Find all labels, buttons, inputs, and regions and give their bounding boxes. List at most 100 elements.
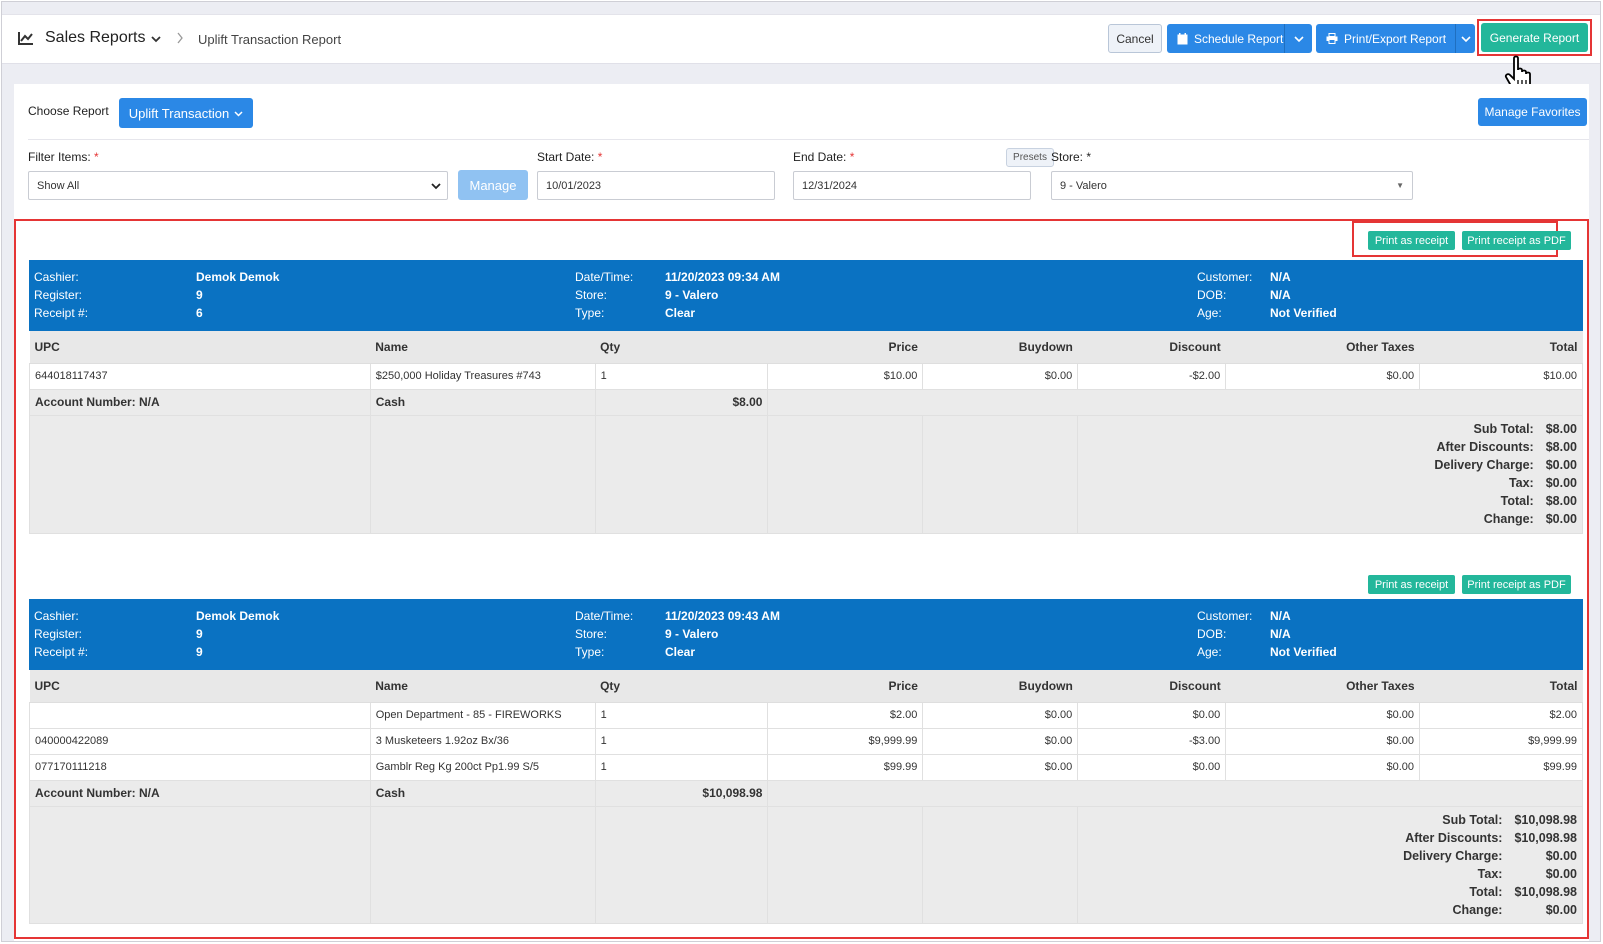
table-row: 077170111218 Gamblr Reg Kg 200ct Pp1.99 … xyxy=(29,753,1583,781)
col-header: Other Taxes xyxy=(1225,331,1420,364)
tax-value: $0.00 xyxy=(1545,866,1577,881)
upc-cell: 040000422089 xyxy=(29,727,371,755)
print-export-button[interactable]: Print/Export Report xyxy=(1316,24,1455,53)
col-header: Price xyxy=(767,331,923,364)
register-value: 9 xyxy=(196,627,203,641)
price-cell: $10.00 xyxy=(767,362,924,390)
cancel-button[interactable]: Cancel xyxy=(1108,24,1162,53)
store-label: Store: xyxy=(575,288,608,302)
after-discounts-value: $10,098.98 xyxy=(1514,830,1577,845)
discount-cell: -$3.00 xyxy=(1077,727,1227,755)
presets-button[interactable]: Presets xyxy=(1006,148,1054,167)
receipt-header-values-3: N/A N/A Not Verified xyxy=(1270,268,1337,322)
payment-method-cell: Cash xyxy=(369,779,596,807)
summary-cell xyxy=(767,805,924,924)
name-cell: $250,000 Holiday Treasures #743 xyxy=(369,362,596,390)
cashier-label: Cashier: xyxy=(34,609,79,623)
print-export-label: Print/Export Report xyxy=(1344,31,1447,46)
account-number-cell: Account Number: N/A xyxy=(29,388,371,416)
age-label: Age: xyxy=(1197,645,1222,659)
col-header: Other Taxes xyxy=(1225,670,1420,703)
receipt-card: Cashier: Register: Receipt #: Demok Demo… xyxy=(29,260,1583,534)
type-value: Clear xyxy=(665,645,696,659)
breadcrumb-current: Uplift Transaction Report xyxy=(198,32,342,47)
customer-label: Customer: xyxy=(1197,270,1253,284)
total-label: Total: xyxy=(1500,493,1534,508)
breadcrumb-separator-icon xyxy=(177,32,183,44)
col-header: Qty xyxy=(595,670,768,703)
after-discounts-label: After Discounts: xyxy=(1405,830,1503,845)
totals-cell: Sub Total: $8.00 After Discounts: $8.00 De… xyxy=(1077,414,1583,534)
account-row-filler xyxy=(767,779,1583,807)
schedule-report-button[interactable]: Schedule Report xyxy=(1167,24,1284,53)
col-header: UPC xyxy=(29,670,371,703)
printer-icon xyxy=(1326,33,1338,44)
col-header: Buydown xyxy=(922,670,1078,703)
receipt-header-labels-2: Date/Time: Store: Type: xyxy=(575,607,633,661)
buydown-cell: $0.00 xyxy=(922,701,1079,729)
schedule-report-dropdown[interactable] xyxy=(1284,24,1312,53)
chevron-down-icon xyxy=(1460,35,1471,42)
change-label: Change: xyxy=(1452,902,1503,917)
table-header-row: UPC Name Qty Price Buydown Discount Othe… xyxy=(29,331,1583,364)
print-receipt-pdf-button[interactable]: Print receipt as PDF xyxy=(1462,575,1571,594)
buydown-cell: $0.00 xyxy=(922,362,1079,390)
total-cell: $9,999.99 xyxy=(1419,727,1583,755)
summary-cell xyxy=(369,805,596,924)
required-mark: * xyxy=(849,150,855,164)
page-title[interactable]: Sales Reports xyxy=(45,29,146,46)
chevron-down-icon xyxy=(431,183,441,190)
table-row: 040000422089 3 Musketeers 1.92oz Bx/36 1… xyxy=(29,727,1583,755)
age-value: Not Verified xyxy=(1270,306,1337,320)
delivery-charge-value: $0.00 xyxy=(1545,848,1577,863)
store-select[interactable]: 9 - Valero ▼ xyxy=(1051,171,1413,200)
start-date-input[interactable]: 10/01/2023 xyxy=(537,171,775,200)
summary-cell xyxy=(922,805,1079,924)
col-header: Name xyxy=(370,670,596,703)
col-header: Total xyxy=(1419,670,1583,703)
choose-report-dropdown[interactable]: Uplift Transaction xyxy=(119,98,253,128)
total-value: $10,098.98 xyxy=(1514,884,1577,899)
totals-block: Sub Total: $10,098.98 After Discounts: $10… xyxy=(1083,811,1577,919)
summary-cell xyxy=(594,414,769,534)
summary-cell xyxy=(767,414,924,534)
generate-report-button[interactable]: Generate Report xyxy=(1481,23,1588,52)
receipt-header-values-1: Demok Demok 9 6 xyxy=(196,268,279,322)
manage-favorites-button[interactable]: Manage Favorites xyxy=(1478,98,1587,126)
end-date-input[interactable]: 12/31/2024 xyxy=(793,171,1031,200)
print-receipt-pdf-button[interactable]: Print receipt as PDF xyxy=(1462,231,1571,250)
print-as-receipt-button[interactable]: Print as receipt xyxy=(1368,231,1455,250)
after-discounts-label: After Discounts: xyxy=(1436,439,1534,454)
filter-items-label-text: Filter Items: xyxy=(28,150,91,164)
divider xyxy=(28,139,1589,140)
end-date-label-text: End Date: xyxy=(793,150,847,164)
filter-items-select[interactable]: Show All xyxy=(28,171,448,200)
summary-cell xyxy=(29,805,371,924)
subtotal-value: $10,098.98 xyxy=(1514,812,1577,827)
chevron-down-icon xyxy=(234,110,243,117)
table-header-row: UPC Name Qty Price Buydown Discount Othe… xyxy=(29,670,1583,703)
filter-items-value: Show All xyxy=(37,179,80,192)
print-export-dropdown[interactable] xyxy=(1455,24,1475,53)
chevron-down-icon[interactable] xyxy=(150,34,162,44)
qty-cell: 1 xyxy=(594,727,769,755)
caret-down-icon: ▼ xyxy=(1396,181,1404,190)
print-as-receipt-button[interactable]: Print as receipt xyxy=(1368,575,1455,594)
name-cell: 3 Musketeers 1.92oz Bx/36 xyxy=(369,727,596,755)
tax-value: $0.00 xyxy=(1545,475,1577,490)
account-row-filler xyxy=(767,388,1583,416)
receipt-header-labels-1: Cashier: Register: Receipt #: xyxy=(34,607,88,661)
upc-cell xyxy=(29,701,371,729)
subtotal-label: Sub Total: xyxy=(1473,421,1534,436)
store-value: 9 - Valero xyxy=(1060,179,1107,192)
payment-amount-cell: $10,098.98 xyxy=(594,779,769,807)
buydown-cell: $0.00 xyxy=(922,727,1079,755)
manage-filter-button[interactable]: Manage xyxy=(458,170,528,200)
delivery-charge-label: Delivery Charge: xyxy=(1434,457,1534,472)
customer-value: N/A xyxy=(1270,270,1291,284)
choose-report-label: Choose Report xyxy=(28,104,109,118)
required-mark: * xyxy=(597,150,603,164)
qty-cell: 1 xyxy=(594,753,769,781)
chevron-down-icon xyxy=(1293,35,1304,42)
